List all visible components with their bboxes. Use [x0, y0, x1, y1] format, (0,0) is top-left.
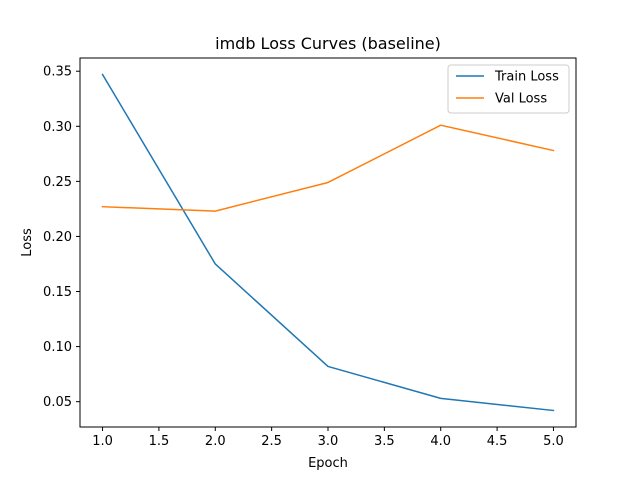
x-tick-label-0: 1.0: [92, 434, 113, 449]
x-tick-label-7: 4.5: [487, 434, 508, 449]
y-axis: 0.05 0.10 0.15 0.20 0.25 0.30 0.35: [43, 65, 80, 410]
series-line-train-loss: [101, 73, 555, 412]
legend-box: [447, 64, 570, 114]
chart-title: imdb Loss Curves (baseline): [215, 34, 441, 53]
y-tick-label-2: 0.15: [43, 285, 72, 300]
series-line-val-loss: [101, 124, 555, 212]
x-tick-label-4: 3.0: [318, 434, 339, 449]
series-layer: [101, 73, 555, 412]
y-tick-label-4: 0.25: [43, 175, 72, 190]
y-axis-label: Loss: [20, 228, 35, 257]
x-tick-label-1: 1.5: [149, 434, 170, 449]
legend-label-val-loss: Val Loss: [495, 92, 547, 107]
y-tick-label-5: 0.30: [43, 120, 72, 135]
x-tick-label-3: 2.5: [261, 434, 282, 449]
x-tick-label-6: 4.0: [430, 434, 451, 449]
x-tick-label-8: 5.0: [543, 434, 564, 449]
legend-label-train-loss: Train Loss: [494, 70, 559, 85]
x-axis-label: Epoch: [308, 456, 348, 471]
x-tick-label-2: 2.0: [205, 434, 226, 449]
y-tick-label-1: 0.10: [43, 340, 72, 355]
y-tick-label-6: 0.35: [43, 65, 72, 80]
x-axis: 1.0 1.5 2.0 2.5 3.0 3.5 4.0 4.5 5.0: [92, 427, 564, 449]
y-tick-label-0: 0.05: [43, 395, 72, 410]
y-tick-label-3: 0.20: [43, 230, 72, 245]
x-tick-label-5: 3.5: [374, 434, 395, 449]
legend: Train Loss Val Loss: [447, 64, 570, 114]
